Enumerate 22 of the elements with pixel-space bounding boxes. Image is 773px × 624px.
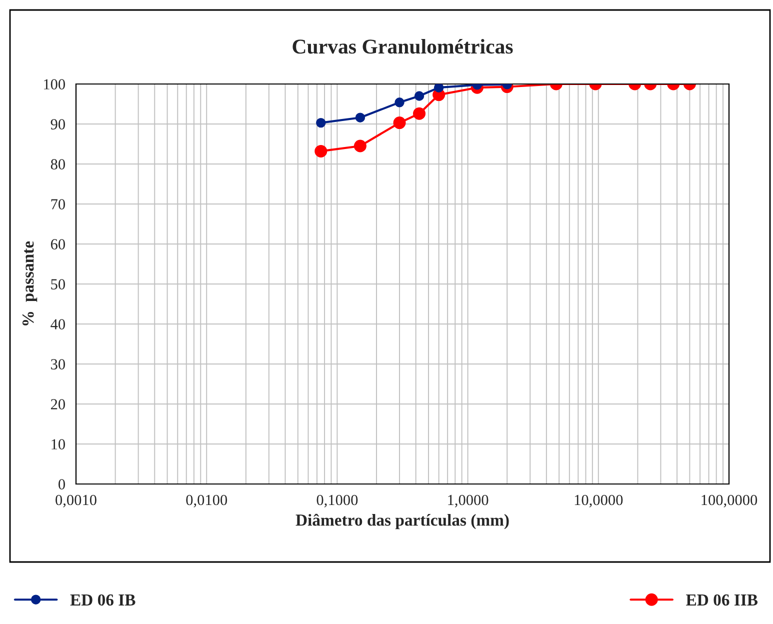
x-tick-label: 10,0000 (574, 494, 623, 508)
y-tick-label: 30 (51, 359, 65, 370)
y-tick-label: 70 (51, 199, 65, 210)
chart-title: Curvas Granulométricas (292, 38, 513, 54)
x-tick-label: 0,1000 (316, 494, 358, 508)
y-tick-label: 60 (50, 239, 65, 250)
y-tick-label: 10 (52, 439, 65, 450)
y-axis-title: % passante (22, 241, 38, 326)
y-tick-label: 50 (51, 279, 65, 290)
x-tick-label: 1,0000 (448, 494, 488, 508)
x-tick-label: 0,0010 (56, 494, 96, 508)
y-tick-label: 80 (50, 159, 65, 170)
x-tick-label: 100,0000 (702, 494, 758, 508)
y-tick-label: 90 (50, 119, 65, 130)
legend-label: ED 06 IB (70, 594, 136, 606)
y-tick-label: 20 (50, 399, 65, 410)
y-tick-label: 0 (58, 479, 65, 490)
x-axis-title: Diâmetro das partículas (mm) (296, 514, 509, 530)
x-tick-label: 0,0100 (186, 494, 228, 508)
y-tick-label: 40 (50, 319, 65, 330)
legend-label: ED 06 IIB (686, 594, 758, 606)
y-tick-label: 100 (44, 79, 65, 90)
